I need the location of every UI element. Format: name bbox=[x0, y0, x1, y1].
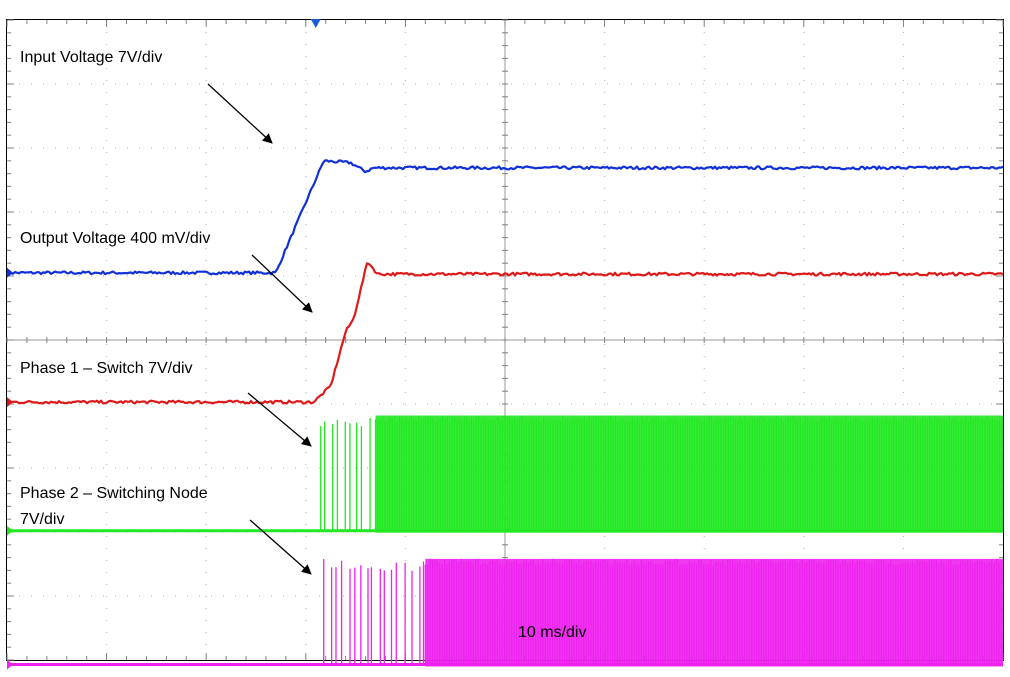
trigger-marker bbox=[310, 19, 321, 28]
channel-4-label-line-1: Phase 2 – Switching Node bbox=[20, 485, 208, 502]
channel-3-startup-pulses bbox=[320, 418, 371, 531]
channel-4-label-line-2: 7V/div bbox=[20, 511, 64, 528]
channel-2-label: Output Voltage 400 mV/div bbox=[20, 230, 210, 247]
channel-1-trace bbox=[6, 159, 1004, 276]
timebase-label: 10 ms/div bbox=[518, 624, 586, 641]
channel-4-switching-pulses bbox=[424, 558, 1002, 666]
channel-3-label: Phase 1 – Switch 7V/div bbox=[20, 360, 193, 377]
annotation-arrow-3 bbox=[247, 392, 312, 447]
annotation-arrow-1 bbox=[207, 83, 273, 144]
annotation-layer: Input Voltage 7V/div Output Voltage 400 … bbox=[20, 49, 586, 641]
channel-1-label: Input Voltage 7V/div bbox=[20, 49, 162, 66]
channel-3-switching-pulses bbox=[374, 415, 1003, 532]
channel-2-trace bbox=[6, 262, 1004, 405]
channel-4-startup-pulses bbox=[323, 559, 425, 665]
annotation-arrow-2 bbox=[251, 254, 313, 313]
annotation-arrow-4 bbox=[249, 519, 312, 575]
trace-layer bbox=[6, 159, 1004, 670]
